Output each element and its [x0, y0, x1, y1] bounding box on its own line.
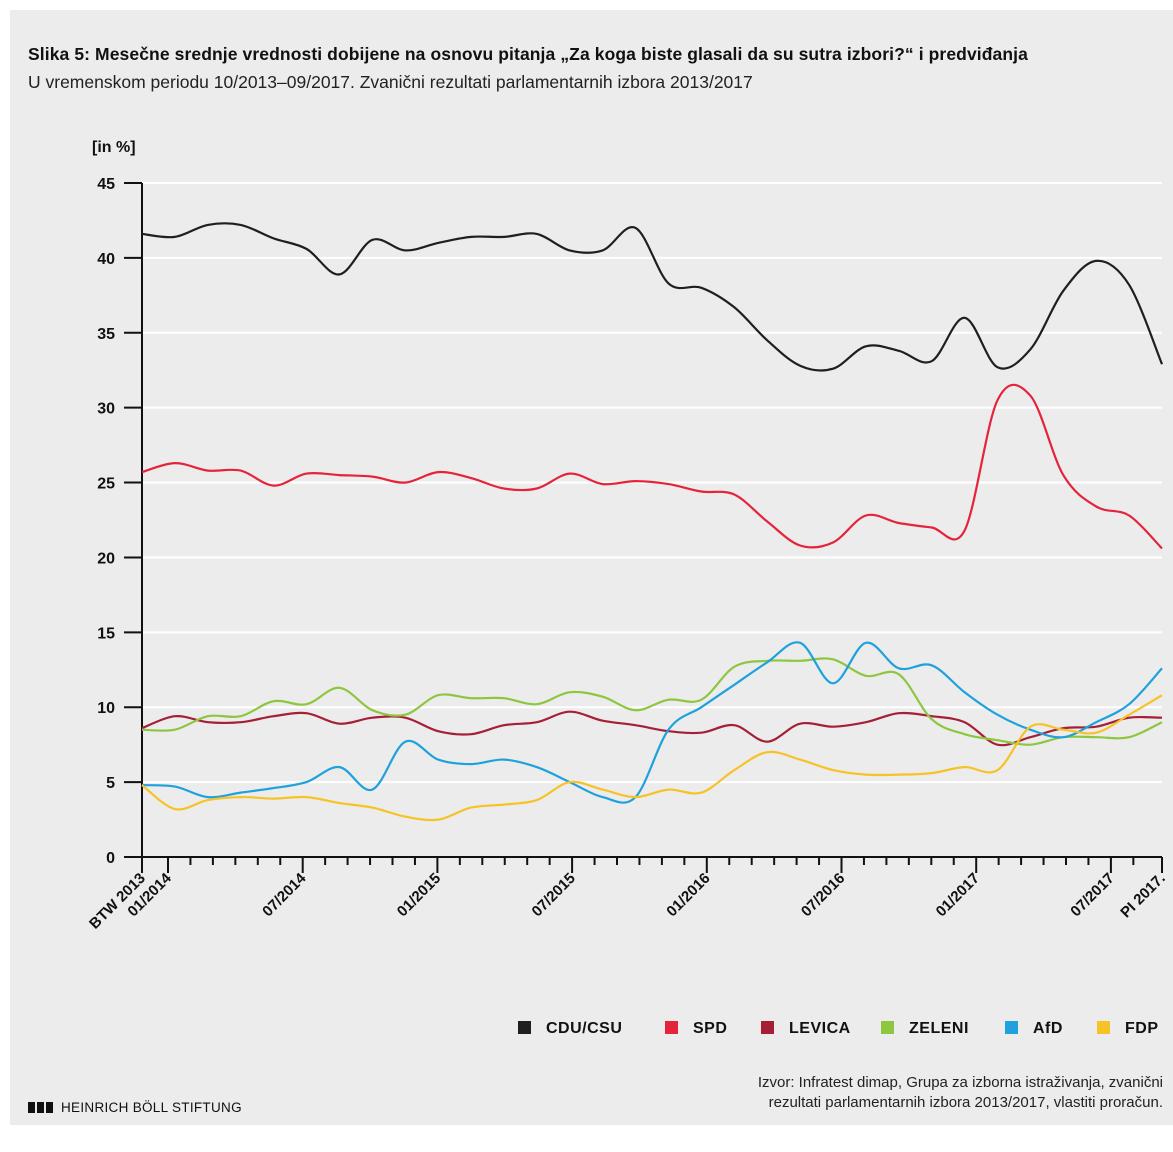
legend-swatch — [1005, 1021, 1018, 1034]
source-note: Izvor: Infratest dimap, Grupa za izborna… — [603, 1073, 1163, 1113]
legend-label: CDU/CSU — [546, 1020, 622, 1037]
y-tick-label: 35 — [97, 326, 115, 343]
series-line-levica — [141, 710, 1163, 747]
legend-label: LEVICA — [789, 1020, 851, 1037]
series-lines — [141, 222, 1164, 822]
legend-label: SPD — [693, 1020, 727, 1037]
legend-swatch — [881, 1021, 894, 1034]
x-tick-label: 01/2017 — [933, 870, 983, 920]
legend: CDU/CSU SPD LEVICA ZELENI AfD FDP — [518, 1020, 1159, 1037]
legend-label: FDP — [1125, 1020, 1159, 1037]
y-tick-label: 45 — [97, 176, 115, 193]
x-tick-label: PI 2017. — [1117, 870, 1169, 922]
y-tick-label: 20 — [97, 550, 115, 567]
y-tick-label: 30 — [97, 401, 115, 418]
grid-lines — [142, 182, 1162, 784]
y-tick-label: 5 — [106, 775, 115, 792]
x-tick-label: 07/2014 — [259, 869, 310, 920]
y-tick-label: 40 — [97, 251, 115, 268]
series-line-afd — [141, 641, 1163, 804]
x-tick-label: 07/2016 — [798, 870, 848, 920]
x-tick-label: 01/2015 — [394, 870, 444, 920]
brand-bars-icon — [28, 1100, 55, 1115]
y-axis-label: [in %] — [92, 139, 136, 156]
series-line-zeleni — [141, 657, 1163, 746]
y-tick-label: 15 — [97, 625, 115, 642]
y-axis-ticks: 0 5 10 15 20 25 30 35 40 45 — [97, 176, 142, 867]
series-line-fdp — [141, 694, 1163, 822]
chart-card — [10, 10, 1173, 1125]
y-tick-label: 0 — [106, 850, 115, 867]
legend-label: ZELENI — [909, 1020, 969, 1037]
chart-title: Slika 5: Mesečne srednje vrednosti dobij… — [28, 44, 1028, 64]
series-line-cdu-csu — [141, 222, 1164, 372]
y-tick-label: 25 — [97, 476, 115, 493]
legend-swatch — [665, 1021, 678, 1034]
x-tick-label: 01/2016 — [663, 870, 713, 920]
legend-swatch — [1097, 1021, 1110, 1034]
brand-logo: HEINRICH BÖLL STIFTUNG — [28, 1100, 242, 1115]
series-line-spd — [141, 383, 1163, 550]
brand-text: HEINRICH BÖLL STIFTUNG — [61, 1100, 242, 1115]
legend-swatch — [761, 1021, 774, 1034]
x-tick-label: 07/2015 — [529, 870, 579, 920]
source-line-2: rezultati parlamentarnih izbora 2013/201… — [768, 1094, 1163, 1111]
y-tick-label: 10 — [97, 700, 115, 717]
x-tick-label: 07/2017 — [1067, 870, 1117, 920]
legend-swatch — [518, 1021, 531, 1034]
chart-subtitle: U vremenskom periodu 10/2013–09/2017. Zv… — [28, 72, 753, 92]
source-line-1: Izvor: Infratest dimap, Grupa za izborna… — [757, 1074, 1163, 1091]
legend-label: AfD — [1033, 1020, 1063, 1037]
axes — [124, 183, 1162, 858]
